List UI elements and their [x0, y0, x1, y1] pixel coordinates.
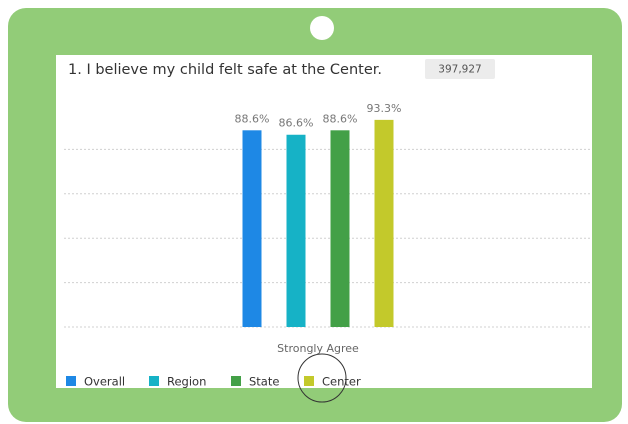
- value-label: 88.6%: [323, 112, 358, 125]
- value-label: 86.6%: [279, 117, 314, 130]
- legend-label: Region: [167, 375, 206, 389]
- value-label: 93.3%: [367, 102, 402, 115]
- legend-swatch: [149, 376, 159, 386]
- legend-label: Center: [322, 375, 361, 389]
- bar: [331, 130, 350, 327]
- value-label: 88.6%: [235, 112, 270, 125]
- legend-label: Overall: [84, 375, 125, 389]
- frame-hole: [310, 16, 334, 40]
- page: 1. I believe my child felt safe at the C…: [0, 0, 628, 424]
- x-tick-label: Strongly Agree: [277, 342, 359, 355]
- chart-title: 1. I believe my child felt safe at the C…: [68, 62, 382, 78]
- legend-swatch: [66, 376, 76, 386]
- bar: [375, 120, 394, 327]
- panel: [56, 55, 592, 388]
- bar: [287, 135, 306, 327]
- badge: 397,927: [438, 64, 481, 76]
- legend-label: State: [249, 375, 279, 389]
- legend-swatch: [304, 376, 314, 386]
- bar: [243, 130, 262, 327]
- legend-swatch: [231, 376, 241, 386]
